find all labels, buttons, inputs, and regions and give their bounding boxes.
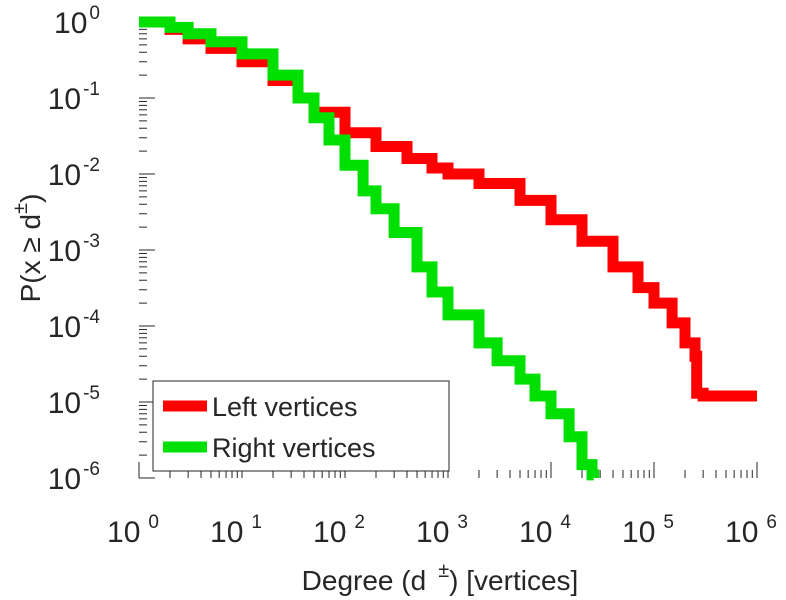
legend-box [152,380,450,472]
series-line-left-vertices [139,16,757,402]
x-tick-label: 10 2 [313,512,365,549]
series-lines [139,16,757,481]
y-axis-label: P(x ≥ d±) [10,194,46,303]
y-tick-label: 10 -5 [48,383,100,420]
tick-labels: 10 0 10 1 10 2 10 3 10 4 10 5 10 6 10 0 10 -1 10 -2 10 -3 10 -4… [48,3,777,549]
y-tick-label: 10 -1 [48,79,100,116]
y-tick-label: 10 -6 [48,459,100,496]
y-tick-label: 10 -2 [48,155,100,192]
y-tick-label: 10 -3 [48,231,100,268]
legend-label-left-vertices: Left vertices [212,392,358,422]
y-tick-label: 10 -4 [48,307,101,344]
x-axis-label: Degree (d ±) [vertices] [302,560,579,596]
legend-label-right-vertices: Right vertices [212,433,376,463]
y-tick-label: 10 0 [54,3,100,40]
x-tick-label: 10 1 [210,512,262,549]
x-tick-label: 10 5 [622,512,674,549]
x-tick-label: 10 0 [107,512,159,549]
x-tick-label: 10 6 [725,512,777,549]
legend: Left vertices Right vertices [152,380,450,472]
series-line-right-vertices [139,16,600,481]
x-tick-label: 10 4 [519,512,571,549]
x-tick-label: 10 3 [416,512,468,549]
